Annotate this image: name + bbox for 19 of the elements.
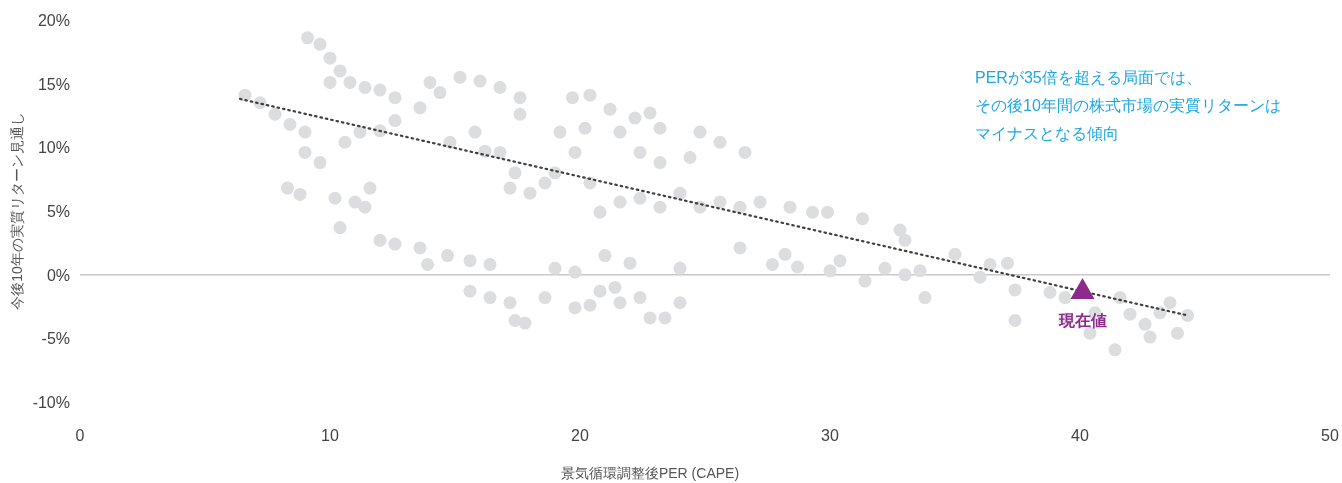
x-axis-title: 景気循環調整後PER (CAPE) xyxy=(560,465,740,481)
x-tick-label: 0 xyxy=(75,427,85,444)
y-tick-label: 10% xyxy=(37,139,70,157)
y-tick-label: 20% xyxy=(37,12,70,29)
y-axis-title: 今後10年の実質リターン見通し xyxy=(9,112,25,310)
y-tick-label: 0% xyxy=(46,266,70,284)
x-tick-label: 50 xyxy=(1321,427,1339,444)
x-tick-label: 20 xyxy=(571,427,589,444)
x-tick-label: 40 xyxy=(1071,427,1089,444)
series-label: 現在値 xyxy=(1057,311,1107,329)
y-tick-label: 5% xyxy=(46,203,70,220)
y-tick-label: 15% xyxy=(37,75,70,93)
annotation: マイナスとなる傾向 xyxy=(975,125,1119,142)
x-tick-label: 30 xyxy=(821,427,839,444)
y-tick-label: -10% xyxy=(32,394,70,411)
x-tick-label: 10 xyxy=(321,427,339,444)
annotation: その後10年間の株式市場の実質リターンは xyxy=(975,97,1281,114)
y-tick-label: -5% xyxy=(41,330,70,348)
annotation: PERが35倍を超える局面では、 xyxy=(975,69,1202,86)
